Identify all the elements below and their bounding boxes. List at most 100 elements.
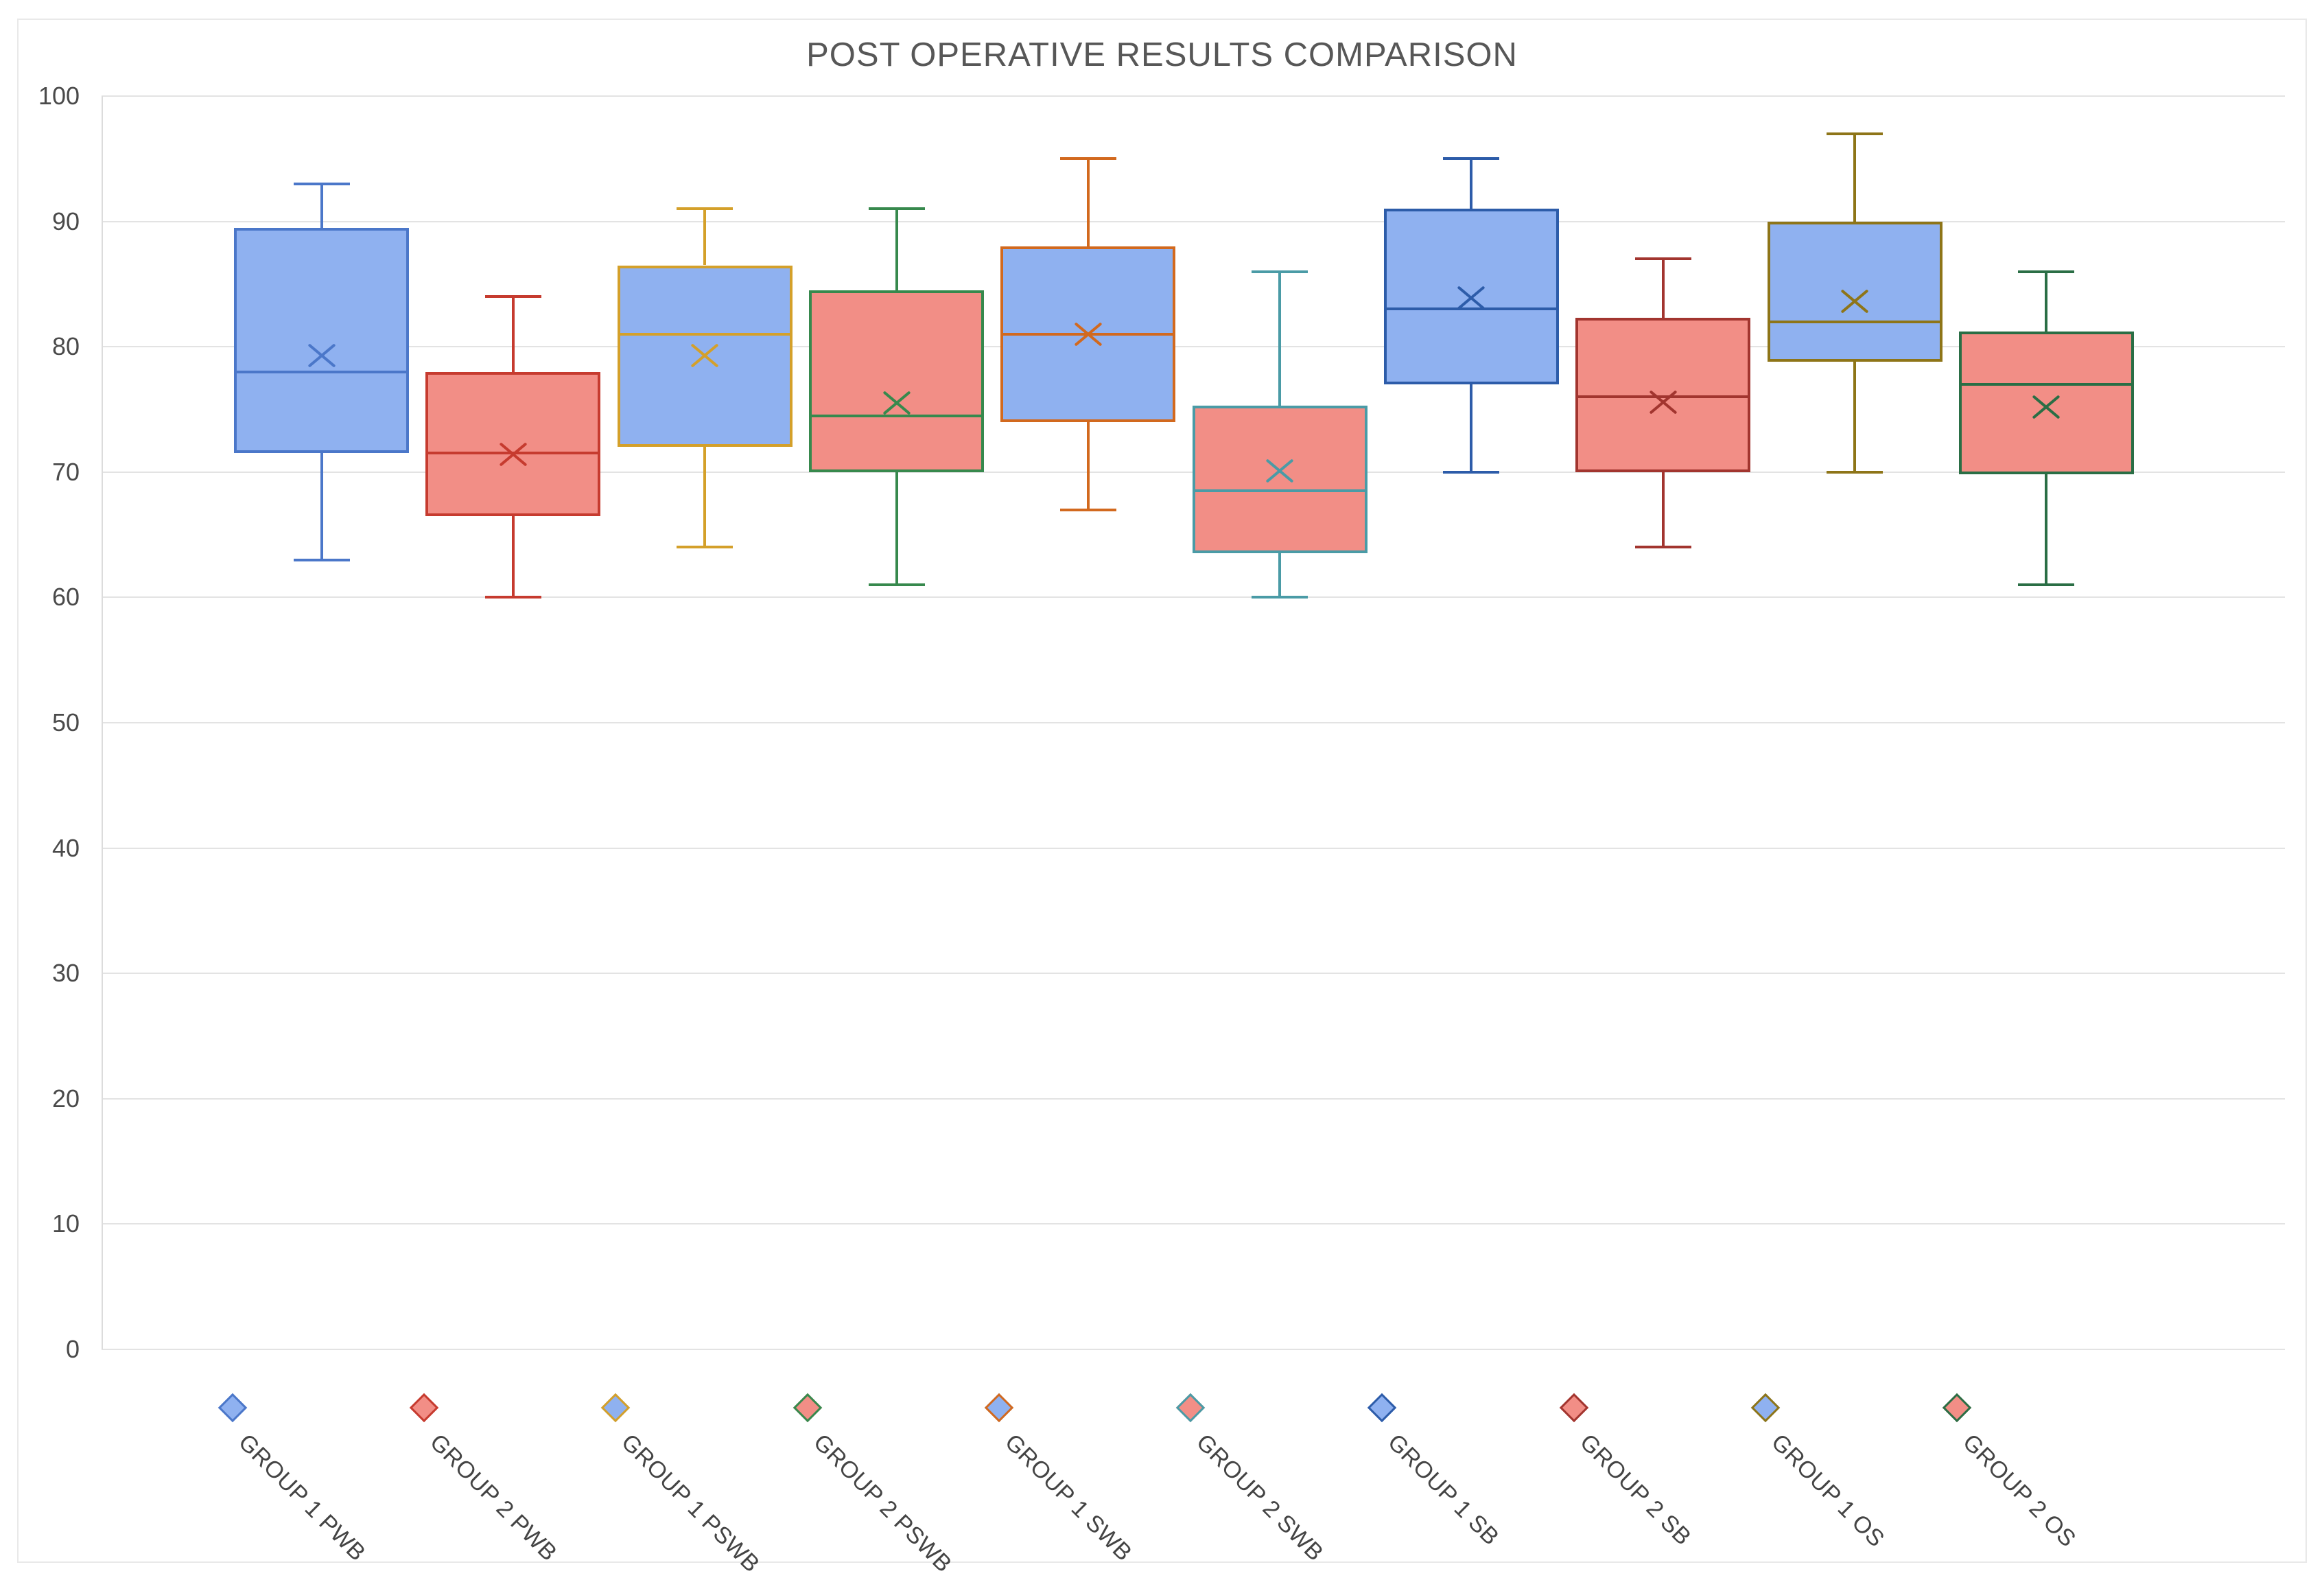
upper-whisker-stem	[320, 183, 323, 228]
mean-x-marker	[2032, 395, 2061, 419]
lower-whisker-stem	[1470, 384, 1473, 472]
lower-whisker-stem	[511, 515, 515, 598]
mean-x-marker	[690, 343, 719, 368]
legend-diamond-group-1-pwb	[218, 1393, 247, 1423]
upper-whisker-stem	[1086, 159, 1090, 247]
median-line	[1770, 320, 1940, 323]
y-tick-label-70: 70	[51, 457, 80, 486]
y-tick-label-90: 90	[51, 207, 80, 235]
category-label-group-1-pswb: GROUP 1 PSWB	[616, 1429, 765, 1578]
category-label-group-1-swb: GROUP 1 SWB	[999, 1429, 1137, 1566]
median-line	[237, 370, 407, 373]
lower-whisker-cap	[677, 546, 733, 549]
upper-whisker-cap	[2018, 270, 2075, 273]
median-line	[812, 414, 982, 417]
mean-x-marker	[1457, 286, 1486, 310]
gridline-0	[102, 1349, 2285, 1350]
lower-whisker-stem	[320, 453, 323, 560]
median-line	[1195, 489, 1365, 493]
lower-whisker-stem	[1086, 421, 1090, 510]
mean-x-marker	[1649, 389, 1678, 415]
iqr-box	[1575, 318, 1751, 472]
category-label-group-2-pwb: GROUP 2 PWB	[425, 1429, 563, 1566]
gridline-100	[102, 95, 2285, 97]
upper-whisker-cap	[1252, 270, 1308, 273]
legend-diamond-group-2-swb	[1175, 1393, 1206, 1423]
median-line	[620, 332, 790, 336]
y-tick-label-80: 80	[51, 332, 80, 361]
legend-diamond-group-2-os	[1942, 1393, 1972, 1423]
iqr-box	[809, 290, 985, 472]
upper-whisker-cap	[1634, 257, 1691, 261]
upper-whisker-cap	[1443, 157, 1500, 161]
upper-whisker-cap	[868, 207, 925, 211]
lower-whisker-cap	[2018, 583, 2075, 587]
category-label-group-2-pswb: GROUP 2 PSWB	[808, 1429, 957, 1578]
gridline-20	[102, 1097, 2285, 1100]
lower-whisker-cap	[484, 596, 541, 599]
legend-diamond-group-2-pwb	[409, 1393, 439, 1423]
iqr-box	[1192, 406, 1368, 554]
median-line	[1386, 307, 1556, 311]
gridline-50	[102, 722, 2285, 723]
median-line	[1961, 382, 2131, 386]
upper-whisker-stem	[1661, 259, 1665, 318]
category-label-group-1-os: GROUP 1 OS	[1766, 1429, 1890, 1553]
y-tick-label-60: 60	[51, 583, 80, 612]
upper-whisker-cap	[677, 207, 733, 211]
category-label-group-2-sb: GROUP 2 SB	[1574, 1429, 1696, 1550]
lower-whisker-stem	[703, 447, 707, 548]
category-label-group-1-pwb: GROUP 1 PWB	[233, 1429, 371, 1566]
upper-whisker-stem	[1278, 271, 1282, 406]
lower-whisker-cap	[293, 558, 350, 561]
y-tick-label-50: 50	[51, 708, 80, 736]
mean-x-marker	[1840, 289, 1869, 314]
gridline-60	[102, 596, 2285, 599]
y-tick-label-0: 0	[65, 1335, 80, 1363]
lower-whisker-cap	[1443, 470, 1500, 474]
mean-x-marker	[307, 343, 336, 368]
upper-whisker-stem	[2045, 271, 2048, 332]
legend-diamond-group-2-sb	[1559, 1393, 1588, 1423]
lower-whisker-cap	[868, 583, 925, 587]
y-axis-line	[102, 96, 103, 1349]
gridline-90	[102, 220, 2285, 222]
upper-whisker-cap	[484, 295, 541, 299]
legend-diamond-group-1-swb	[984, 1393, 1014, 1423]
y-tick-label-30: 30	[51, 959, 80, 988]
category-label-group-2-swb: GROUP 2 SWB	[1191, 1429, 1329, 1566]
upper-whisker-stem	[1853, 133, 1857, 222]
gridline-40	[102, 847, 2285, 849]
upper-whisker-cap	[1827, 132, 1883, 135]
median-line	[1578, 395, 1748, 399]
legend-diamond-group-1-pswb	[601, 1393, 631, 1423]
upper-whisker-stem	[511, 297, 515, 372]
lower-whisker-cap	[1059, 508, 1116, 511]
upper-whisker-stem	[703, 209, 707, 266]
category-label-group-1-sb: GROUP 1 SB	[1383, 1429, 1505, 1550]
y-tick-label-40: 40	[51, 833, 80, 862]
lower-whisker-stem	[1661, 472, 1665, 548]
mean-x-marker	[499, 442, 528, 467]
y-tick-label-20: 20	[51, 1084, 80, 1113]
gridline-80	[102, 346, 2285, 348]
chart-title: POST OPERATIVE RESULTS COMPARISON	[806, 36, 1518, 73]
upper-whisker-cap	[293, 182, 350, 185]
mean-x-marker	[882, 391, 911, 415]
iqr-box	[1767, 221, 1942, 362]
y-tick-label-10: 10	[51, 1209, 80, 1238]
lower-whisker-cap	[1634, 546, 1691, 549]
gridline-10	[102, 1223, 2285, 1225]
lower-whisker-stem	[1853, 362, 1857, 472]
lower-whisker-stem	[895, 472, 898, 585]
iqr-box	[234, 227, 410, 454]
gridline-30	[102, 973, 2285, 975]
category-label-group-2-os: GROUP 2 OS	[1958, 1429, 2082, 1553]
y-tick-label-100: 100	[38, 82, 80, 110]
mean-x-marker	[1265, 458, 1294, 483]
iqr-box	[1383, 209, 1559, 384]
upper-whisker-stem	[1470, 159, 1473, 209]
legend-diamond-group-1-os	[1750, 1393, 1781, 1423]
iqr-box	[425, 371, 601, 516]
